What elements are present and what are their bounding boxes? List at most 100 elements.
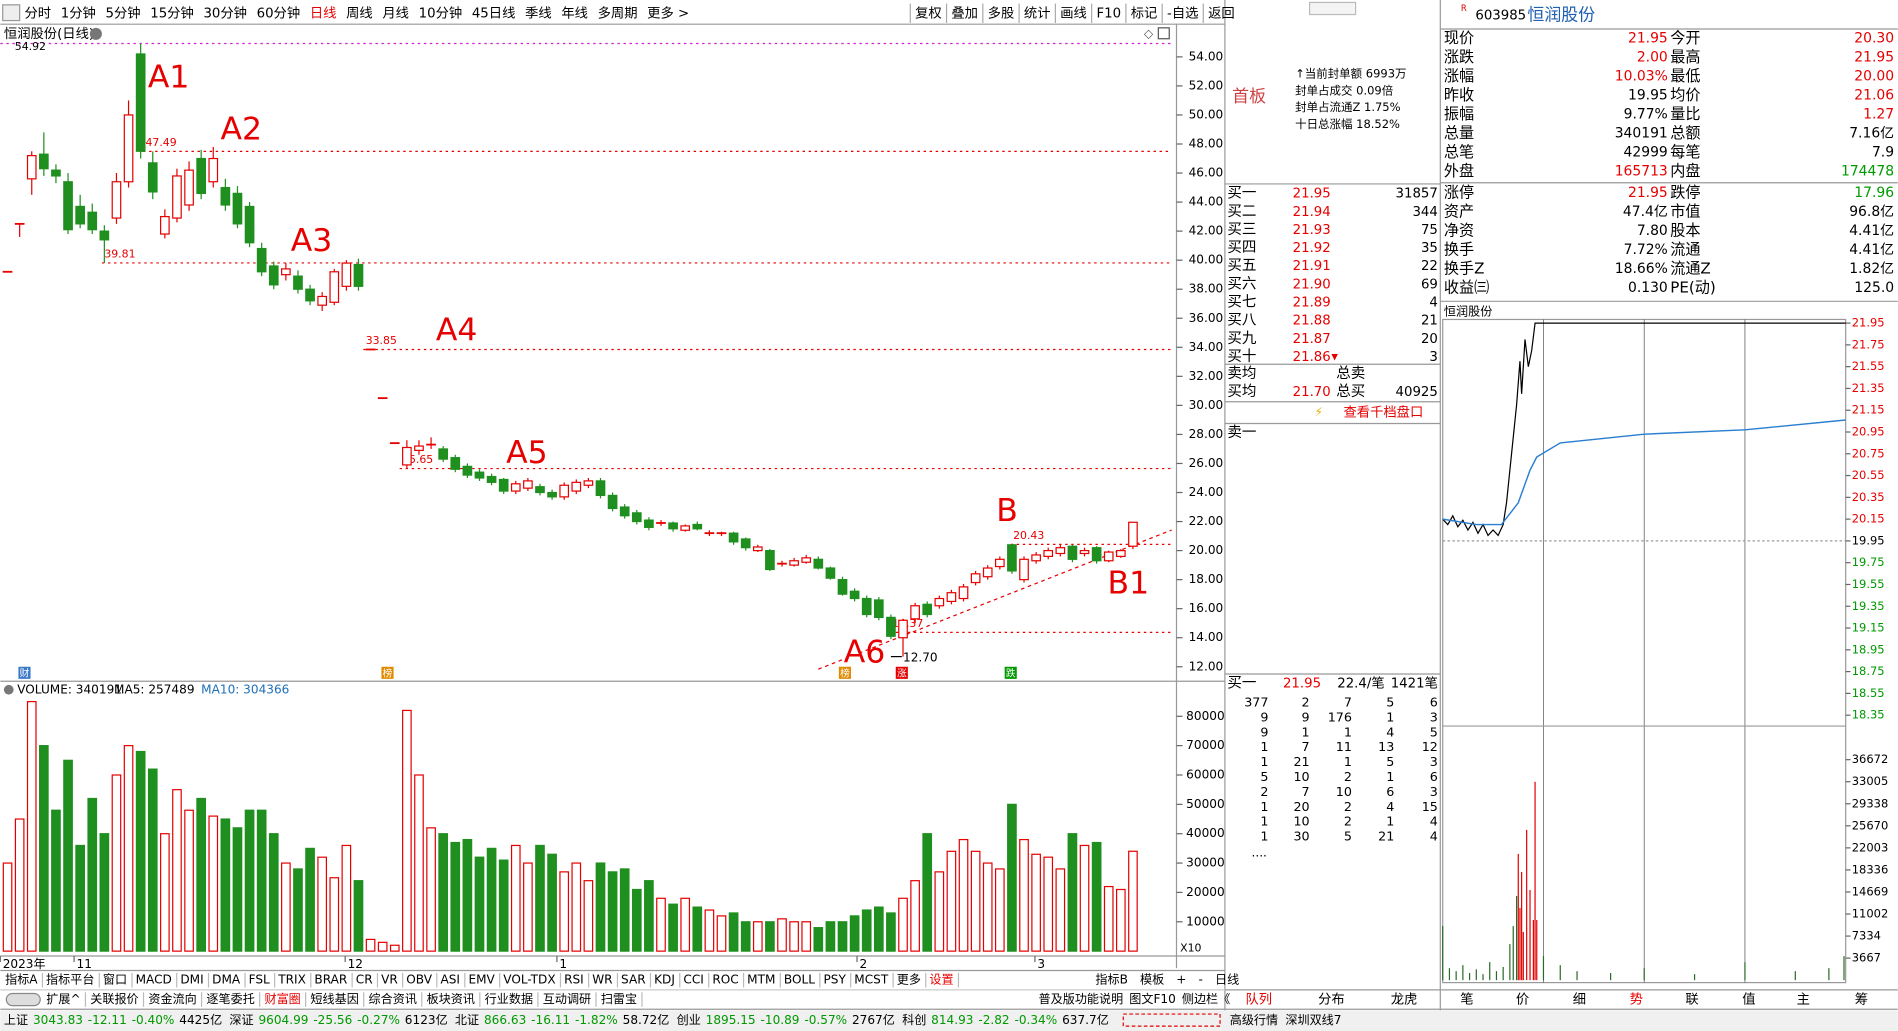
indicator-tab[interactable]: ASI — [440, 973, 460, 987]
panel-tab[interactable]: 主 — [1797, 992, 1810, 1008]
indicator-tab[interactable]: DMA — [212, 973, 241, 987]
tool-tab[interactable]: 模板 — [1140, 973, 1164, 987]
info-tab[interactable]: 资金流向 — [148, 991, 196, 1006]
indicator-tab[interactable]: CR — [356, 973, 373, 987]
event-tag[interactable] — [838, 666, 851, 679]
expand-toggle[interactable] — [5, 992, 41, 1007]
indicator-tab[interactable]: OBV — [406, 973, 432, 987]
info-tab[interactable]: 板块资讯 — [427, 992, 475, 1006]
volume-bar — [474, 856, 485, 952]
info-tab[interactable]: 普及版功能说明 — [1039, 991, 1124, 1006]
event-tag[interactable] — [381, 666, 394, 679]
collapse-tab[interactable] — [1309, 1, 1357, 16]
tool-tab[interactable]: - — [1199, 973, 1203, 987]
panel-tab[interactable]: 细 — [1573, 992, 1586, 1008]
indicator-tab[interactable]: PSY — [823, 973, 846, 987]
indicator-tab[interactable]: SAR — [621, 973, 646, 987]
info-tab[interactable]: 互动调研 — [543, 992, 591, 1006]
collapse-icon[interactable] — [3, 684, 14, 695]
info-tab[interactable]: 行业数据 — [485, 991, 533, 1006]
panel-tab[interactable]: 队列 — [1245, 992, 1272, 1008]
indicator-tab[interactable]: MCST — [854, 973, 889, 987]
status-link[interactable]: 深圳双线7 — [1285, 1013, 1341, 1027]
panel-tab[interactable]: 价 — [1516, 993, 1529, 1008]
period-tab[interactable]: 45日线 — [472, 5, 516, 21]
indicator-tab[interactable]: BRAR — [314, 973, 347, 987]
panel-tab[interactable]: 势 — [1630, 992, 1643, 1008]
indicator-tab[interactable]: TRIX — [277, 973, 306, 987]
indicator-tab[interactable]: VR — [381, 973, 398, 987]
panel-tab[interactable]: 筹 — [1855, 991, 1868, 1008]
period-tab[interactable]: 60分钟 — [257, 4, 301, 21]
period-tab[interactable]: 5分钟 — [106, 4, 141, 21]
tool-button[interactable]: F10 — [1096, 6, 1121, 21]
indicator-tab[interactable]: 窗口 — [103, 973, 127, 987]
tool-tab[interactable]: + — [1176, 973, 1186, 987]
indicator-tab[interactable]: WR — [592, 973, 613, 987]
indicator-tab[interactable]: DMI — [180, 973, 203, 987]
status-link[interactable]: 高级行情 — [1230, 1012, 1278, 1027]
info-tab[interactable]: 逐笔委托 — [206, 991, 254, 1006]
info-tab[interactable]: 侧边栏《 — [1182, 991, 1230, 1006]
tool-tab[interactable]: 指标B — [1095, 972, 1127, 987]
chart-icon[interactable] — [1157, 27, 1170, 40]
period-tab[interactable]: 日线 — [310, 5, 337, 21]
panel-tab[interactable]: 龙虎 — [1391, 992, 1418, 1008]
volume-bar — [123, 745, 134, 952]
tool-tab[interactable]: 日线 — [1215, 973, 1239, 987]
event-tag[interactable] — [18, 666, 31, 679]
period-tab[interactable]: 10分钟 — [419, 4, 463, 21]
period-tab[interactable]: 15分钟 — [150, 4, 194, 21]
info-tab[interactable]: 扩展^ — [46, 992, 80, 1006]
x-tick-label: 12 — [348, 957, 363, 971]
info-tab[interactable]: 图文F10 — [1129, 991, 1176, 1006]
period-tab[interactable]: 分时 — [24, 5, 51, 21]
nav-button[interactable] — [2, 4, 21, 22]
period-tab[interactable]: 周线 — [346, 5, 373, 21]
tool-button[interactable]: 画线 — [1060, 5, 1087, 21]
tool-button[interactable]: 多股 — [988, 4, 1015, 21]
info-tab[interactable]: 综合资讯 — [369, 991, 417, 1006]
panel-tab[interactable]: 分布 — [1318, 992, 1345, 1008]
settings-icon[interactable] — [89, 27, 102, 40]
tool-button[interactable]: 标记 — [1131, 5, 1158, 21]
period-tab[interactable]: 年线 — [561, 5, 588, 21]
indicator-tab[interactable]: MACD — [136, 973, 172, 987]
period-tab[interactable]: 更多 > — [647, 4, 689, 21]
event-tag[interactable] — [1004, 666, 1017, 679]
info-tab[interactable]: 财富圈 — [264, 991, 300, 1006]
info-tab[interactable]: 扫雷宝 — [601, 992, 637, 1006]
indicator-tab[interactable]: 设置 — [929, 973, 953, 987]
panel-tab[interactable]: 笔 — [1460, 992, 1473, 1008]
indicator-tab[interactable]: BOLL — [784, 973, 815, 987]
period-tab[interactable]: 30分钟 — [203, 4, 247, 21]
indicator-tab[interactable]: ROC — [712, 973, 738, 987]
tool-button[interactable]: -自选 — [1167, 5, 1198, 21]
indicator-tab[interactable]: FSL — [249, 973, 270, 987]
tool-button[interactable]: 复权 — [915, 4, 942, 21]
period-tab[interactable]: 季线 — [525, 5, 552, 21]
tool-button[interactable]: 返回 — [1208, 5, 1235, 21]
indicator-tab[interactable]: 指标A — [5, 972, 38, 987]
indicator-tab[interactable]: CCI — [683, 973, 703, 987]
indicator-tab[interactable]: MTM — [747, 973, 775, 987]
indicator-tab[interactable]: RSI — [564, 973, 584, 987]
bid-label: 买三 — [1227, 221, 1256, 238]
info-tab[interactable]: 关联报价 — [90, 991, 138, 1006]
indicator-tab[interactable]: VOL-TDX — [503, 973, 555, 987]
volume-bar — [728, 912, 739, 952]
period-tab[interactable]: 月线 — [382, 5, 409, 21]
indicator-tab[interactable]: KDJ — [654, 973, 675, 987]
info-tab[interactable]: 短线基因 — [310, 992, 358, 1006]
indicator-tab[interactable]: EMV — [468, 973, 495, 987]
panel-tab[interactable]: 联 — [1685, 992, 1698, 1008]
indicator-tab[interactable]: 指标平台 — [46, 972, 94, 987]
period-tab[interactable]: 1分钟 — [61, 4, 96, 21]
panel-tab[interactable]: 值 — [1742, 992, 1755, 1008]
period-tab[interactable]: 多周期 — [598, 4, 638, 21]
event-tag[interactable] — [895, 666, 908, 679]
tool-button[interactable]: 叠加 — [951, 5, 978, 21]
depth-link[interactable]: 查看千档盘口 — [1343, 404, 1423, 421]
tool-button[interactable]: 统计 — [1024, 5, 1051, 21]
indicator-tab[interactable]: 更多 — [897, 973, 921, 987]
